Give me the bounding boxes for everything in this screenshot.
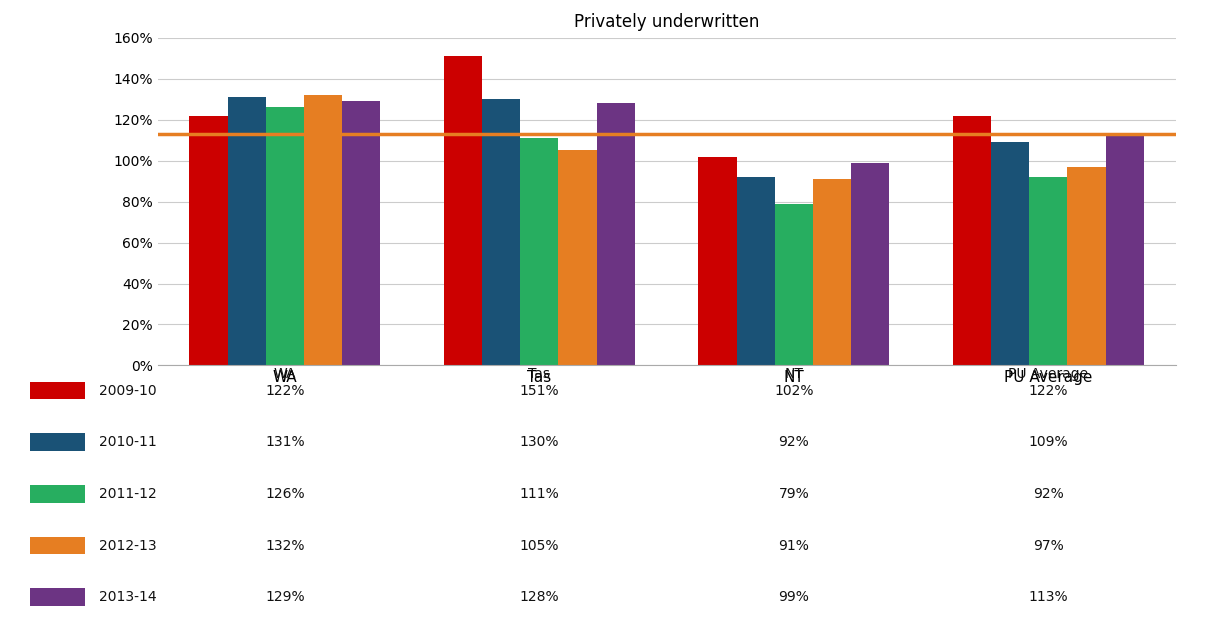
Bar [444, 56, 482, 365]
Text: 92%: 92% [1033, 487, 1064, 501]
Text: 2011-12: 2011-12 [99, 487, 158, 501]
Bar [813, 179, 851, 365]
Text: 122%: 122% [1029, 384, 1068, 398]
Bar [851, 163, 890, 365]
Text: 128%: 128% [520, 590, 559, 604]
Text: 111%: 111% [520, 487, 559, 501]
Text: 99%: 99% [778, 590, 810, 604]
Bar [991, 142, 1029, 365]
Text: 122%: 122% [265, 384, 304, 398]
Text: 79%: 79% [778, 487, 810, 501]
Text: 109%: 109% [1029, 435, 1068, 449]
Bar [228, 97, 265, 365]
Text: 130%: 130% [520, 435, 559, 449]
Bar [482, 100, 520, 365]
Bar [1068, 167, 1105, 365]
Text: 2013-14: 2013-14 [99, 590, 158, 604]
Bar [342, 101, 381, 365]
Text: 105%: 105% [520, 539, 559, 553]
Text: 132%: 132% [265, 539, 304, 553]
Bar [774, 203, 813, 365]
Bar [1105, 134, 1144, 365]
Title: Privately underwritten: Privately underwritten [574, 13, 759, 31]
Text: 2010-11: 2010-11 [99, 435, 158, 449]
Text: 91%: 91% [778, 539, 810, 553]
Bar [953, 116, 991, 365]
Text: 151%: 151% [520, 384, 559, 398]
Bar [265, 108, 304, 365]
Bar [1029, 177, 1068, 365]
Bar [559, 151, 596, 365]
Text: 131%: 131% [265, 435, 304, 449]
Text: 129%: 129% [265, 590, 304, 604]
Bar [698, 157, 737, 365]
Bar [304, 95, 342, 365]
Text: 102%: 102% [774, 384, 813, 398]
Text: 92%: 92% [778, 435, 810, 449]
Text: PU Average: PU Average [1008, 367, 1088, 381]
Bar [596, 103, 635, 365]
Bar [520, 138, 559, 365]
Text: NT: NT [784, 367, 804, 381]
Text: Tas: Tas [528, 367, 550, 381]
Text: WA: WA [274, 367, 296, 381]
Text: 97%: 97% [1033, 539, 1064, 553]
Bar [189, 116, 228, 365]
Text: 2012-13: 2012-13 [99, 539, 158, 553]
Text: 126%: 126% [265, 487, 304, 501]
Bar [737, 177, 774, 365]
Text: 2009-10: 2009-10 [99, 384, 158, 398]
Text: 113%: 113% [1029, 590, 1068, 604]
